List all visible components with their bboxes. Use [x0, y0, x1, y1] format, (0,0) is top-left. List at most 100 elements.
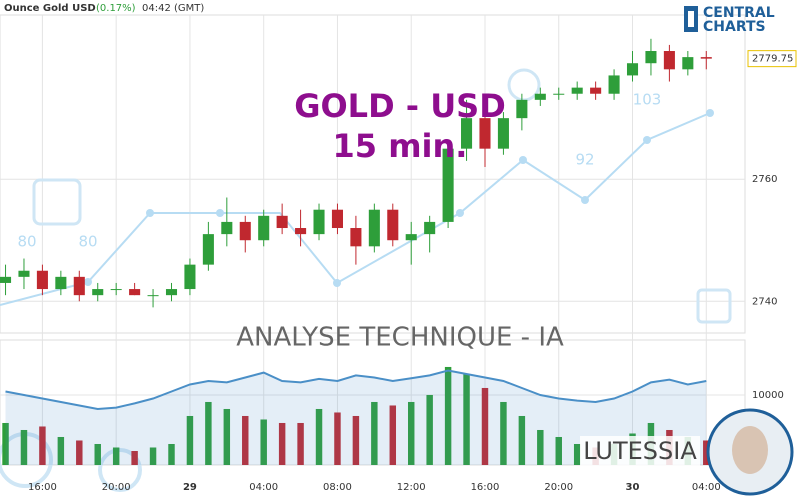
y-tick-label: 10000	[752, 390, 784, 401]
candle-body	[608, 75, 620, 94]
candle-body	[534, 93, 546, 100]
candle-body	[73, 276, 85, 296]
watermark-label: 80	[17, 233, 36, 251]
candle-body	[313, 209, 325, 235]
x-tick-label: 20:00	[544, 482, 573, 493]
watermark-icon	[98, 448, 142, 492]
volume-bar	[76, 440, 83, 465]
candle-body	[55, 276, 67, 290]
candle-body	[129, 289, 141, 296]
volume-bar	[407, 401, 415, 465]
volume-bar	[297, 422, 304, 465]
volume-bar	[223, 408, 231, 465]
x-tick-label: 29	[183, 482, 197, 493]
logo-text: CHARTS	[703, 19, 766, 35]
volume-bar	[112, 447, 120, 465]
volume-bar	[205, 401, 212, 465]
overlay-title: GOLD - USD	[294, 87, 506, 125]
candle-body	[350, 228, 362, 247]
volume-bar	[242, 415, 249, 465]
volume-bar	[537, 429, 544, 465]
time: 04:42 (GMT)	[142, 3, 204, 14]
watermark-icon	[696, 288, 732, 324]
watermark-label: 103	[633, 91, 662, 109]
volume-average-area	[5, 370, 707, 465]
candle-body	[202, 234, 214, 265]
volume-bar	[149, 447, 157, 465]
volume-bar	[57, 436, 65, 465]
volume-bar	[168, 443, 175, 465]
volume-bar	[555, 436, 562, 465]
candle-body	[92, 289, 104, 296]
candle-body	[645, 51, 657, 64]
logo-mark	[688, 11, 694, 27]
candle-body	[0, 276, 12, 283]
y-tick-label: 2740	[752, 296, 777, 307]
instrument: Ounce Gold USD	[4, 3, 96, 14]
volume-bar	[463, 373, 470, 465]
volume-bar	[500, 401, 507, 465]
volume-bar	[371, 401, 378, 465]
candle-body	[239, 221, 251, 241]
x-tick-label: 16:00	[471, 482, 500, 493]
candle-body	[700, 57, 712, 59]
volume-average	[5, 369, 707, 411]
logo-text: CENTRAL	[703, 5, 775, 21]
brand: LUTESSIA	[583, 437, 697, 465]
candle-body	[331, 209, 343, 229]
candle-body	[571, 87, 583, 94]
candle-body	[553, 93, 565, 95]
x-tick-label: 12:00	[397, 482, 426, 493]
candle-body	[295, 228, 307, 235]
candle-body	[276, 215, 288, 229]
volume-bar	[186, 415, 194, 465]
volume-bar	[315, 408, 323, 465]
candle-body	[18, 270, 30, 277]
candle-body	[424, 221, 436, 235]
volume-bar	[334, 412, 341, 465]
volume-bar	[2, 422, 9, 465]
candle-body	[387, 209, 399, 241]
candle-body	[479, 118, 491, 149]
watermark-dots	[84, 109, 714, 287]
candle-body	[516, 99, 528, 119]
watermark-label: 80	[78, 233, 97, 251]
volume-bar	[20, 429, 28, 465]
candle-body	[405, 234, 417, 241]
candle-body	[368, 209, 380, 247]
volume-bar	[444, 366, 452, 465]
volume-bar	[573, 443, 581, 465]
last-price-box	[747, 50, 797, 68]
x-tick-label: 04:00	[249, 482, 278, 493]
volume-bar	[389, 405, 397, 465]
x-tick-label: 20:00	[102, 482, 131, 493]
volume-bar	[703, 440, 710, 465]
volume-bar	[278, 422, 286, 465]
volume-bar	[131, 450, 138, 465]
x-tick-label: 16:00	[28, 482, 57, 493]
volume-bar	[39, 426, 46, 465]
overlay-timeframe: 15 min.	[333, 127, 468, 165]
candle-body	[36, 270, 48, 290]
price-panel	[0, 14, 746, 334]
x-tick-label: 04:00	[692, 482, 721, 493]
watermark-icon	[32, 178, 82, 226]
candle-body	[497, 118, 509, 149]
candle-body	[221, 221, 233, 235]
overlay-banner: ANALYSE TECHNIQUE - IA	[236, 323, 564, 353]
candle-body	[590, 87, 602, 94]
x-tick-label: 08:00	[323, 482, 352, 493]
candle-body	[626, 63, 639, 76]
candle-body	[442, 148, 454, 222]
candle-body	[258, 215, 270, 241]
change: (0.17%)	[96, 3, 136, 14]
candle-body	[147, 295, 159, 297]
brand-bg	[580, 436, 700, 468]
candle-body	[110, 289, 122, 291]
candle-body	[682, 57, 694, 70]
candle-body	[165, 289, 178, 296]
y-tick-label: 2760	[752, 174, 777, 185]
volume-bar	[260, 419, 267, 465]
avatar-face	[732, 426, 768, 474]
